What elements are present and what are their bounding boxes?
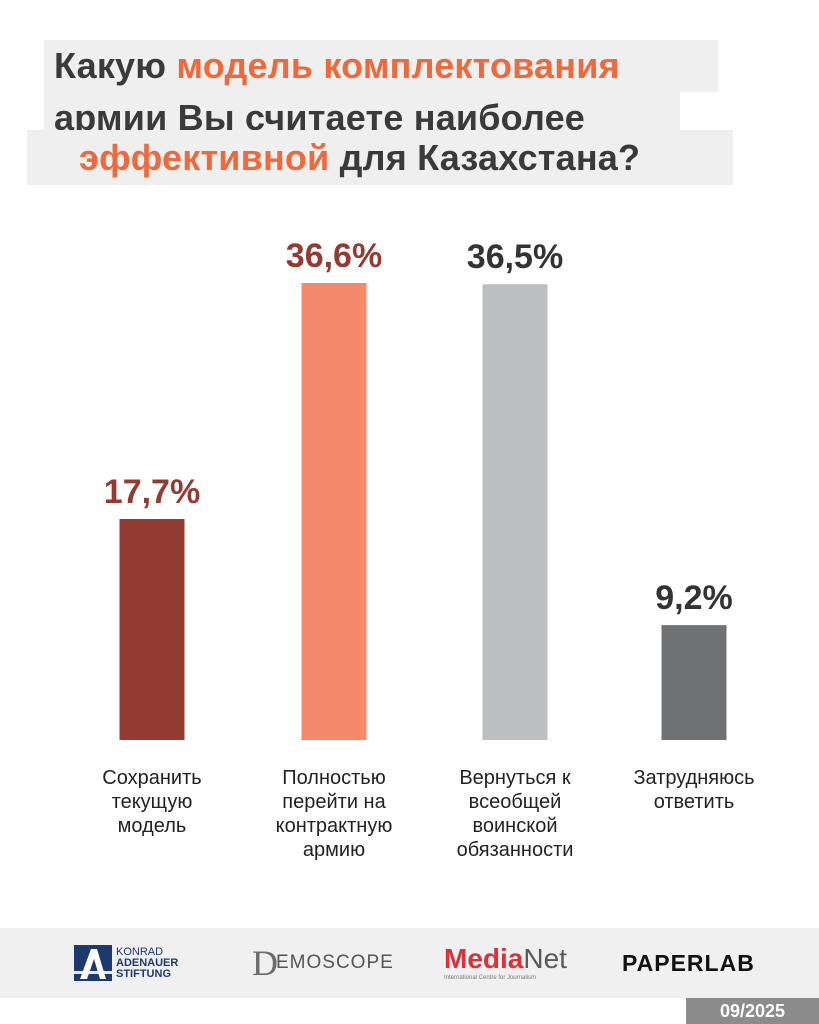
medianet-subtitle: International Centre for Journalism: [444, 975, 537, 981]
demoscope-text: EMOSCOPE: [276, 952, 394, 973]
medianet-net: Net: [523, 943, 567, 974]
title-text: Какую: [54, 45, 177, 86]
medianet-media: Media: [444, 943, 524, 974]
bar-value-label: 36,5%: [467, 238, 563, 276]
bar-value-label: 36,6%: [286, 237, 382, 275]
title-highlight: модель комплектования: [176, 45, 620, 86]
footer-logos: KONRAD ADENAUER STIFTUNG D EMOSCOPE Media…: [0, 928, 819, 998]
kas-text-1: KONRAD: [116, 945, 164, 958]
date-badge: 09/2025: [686, 998, 819, 1024]
title-highlight: эффективной: [79, 137, 330, 178]
paperlab-text: PAPERLAB: [622, 949, 755, 976]
bar-value-label: 17,7%: [104, 473, 200, 511]
medianet-logo: MediaNet International Centre for Journa…: [444, 928, 567, 998]
kas-text-2: ADENAUER: [116, 956, 179, 969]
demoscope-d: D: [252, 943, 278, 983]
bar: [119, 518, 185, 740]
bar-value-label: 9,2%: [655, 579, 733, 617]
kas-logo-icon: [74, 945, 112, 981]
date-text: 09/2025: [719, 1000, 786, 1021]
kas-text-3: STIFTUNG: [116, 967, 171, 980]
demoscope-logo: D EMOSCOPE: [252, 928, 394, 998]
category-label: Полностью перейти на контрактную армию: [275, 767, 393, 861]
title-line-1: Какую модель комплектования: [44, 40, 718, 92]
paperlab-logo: PAPERLAB: [622, 928, 755, 998]
kas-logo: KONRAD ADENAUER STIFTUNG: [74, 928, 178, 998]
title-line-3: эффективной для Казахстана?: [27, 130, 733, 185]
bar: [482, 284, 548, 740]
category-label: Сохранить текущую модель: [102, 767, 202, 837]
title-text: для Казахстана?: [329, 137, 641, 178]
bar: [661, 625, 727, 740]
category-label: Вернуться к всеобщей воинской обязанност…: [456, 767, 574, 861]
bar: [301, 283, 367, 740]
category-label: Затрудняюсь ответить: [633, 767, 755, 813]
